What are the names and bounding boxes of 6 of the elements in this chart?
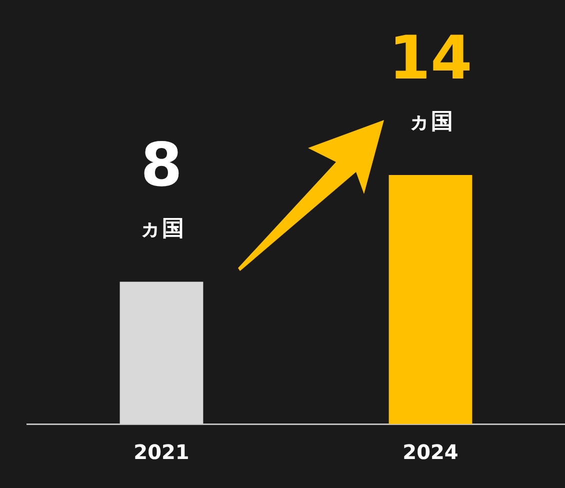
- x-tick-label: 2024: [402, 440, 458, 464]
- data-label: 14: [388, 24, 472, 94]
- x-tick-label: 2021: [134, 440, 190, 464]
- data-label: 8: [140, 130, 182, 200]
- annotation: ヵ国: [139, 216, 184, 242]
- annotation: ヵ国: [408, 110, 453, 135]
